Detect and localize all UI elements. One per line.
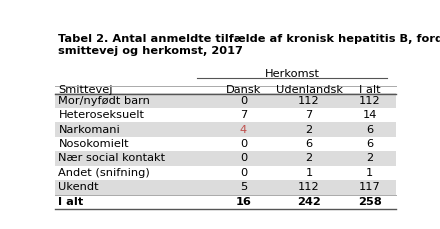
Text: 0: 0 [240, 153, 247, 164]
FancyBboxPatch shape [55, 180, 396, 195]
Text: Mor/nyfødt barn: Mor/nyfødt barn [59, 96, 150, 106]
Text: 6: 6 [305, 139, 312, 149]
Text: Ukendt: Ukendt [59, 183, 99, 192]
Text: Andet (snifning): Andet (snifning) [59, 168, 150, 178]
Text: 112: 112 [298, 96, 320, 106]
FancyBboxPatch shape [55, 122, 396, 137]
Text: 2: 2 [305, 125, 312, 135]
Text: 117: 117 [359, 183, 381, 192]
Text: Herkomst: Herkomst [264, 69, 319, 79]
Text: 7: 7 [240, 110, 247, 120]
FancyBboxPatch shape [55, 151, 396, 166]
Text: 6: 6 [366, 139, 373, 149]
Text: Udenlandsk: Udenlandsk [275, 85, 343, 95]
Text: 6: 6 [366, 125, 373, 135]
Text: 2: 2 [366, 153, 373, 164]
Text: 0: 0 [240, 96, 247, 106]
Text: 2: 2 [305, 153, 312, 164]
Text: Narkomani: Narkomani [59, 125, 120, 135]
Text: Tabel 2. Antal anmeldte tilfælde af kronisk hepatitis B, fordelt på
smittevej og: Tabel 2. Antal anmeldte tilfælde af kron… [59, 32, 440, 56]
Text: 7: 7 [305, 110, 313, 120]
Text: Dansk: Dansk [226, 85, 261, 95]
Text: 5: 5 [240, 183, 247, 192]
Text: I alt: I alt [59, 197, 84, 207]
Text: 258: 258 [358, 197, 381, 207]
Text: 0: 0 [240, 139, 247, 149]
Text: I alt: I alt [359, 85, 381, 95]
Text: 14: 14 [363, 110, 377, 120]
Text: 16: 16 [235, 197, 251, 207]
Text: Nosokomielt: Nosokomielt [59, 139, 129, 149]
Text: 242: 242 [297, 197, 321, 207]
Text: Heteroseksuelt: Heteroseksuelt [59, 110, 144, 120]
Text: 0: 0 [240, 168, 247, 178]
Text: 4: 4 [240, 125, 247, 135]
Text: Smittevej: Smittevej [59, 85, 113, 95]
FancyBboxPatch shape [55, 93, 396, 108]
Text: 112: 112 [359, 96, 381, 106]
Text: 1: 1 [305, 168, 313, 178]
Text: Nær social kontakt: Nær social kontakt [59, 153, 165, 164]
Text: 1: 1 [366, 168, 373, 178]
Text: 112: 112 [298, 183, 320, 192]
